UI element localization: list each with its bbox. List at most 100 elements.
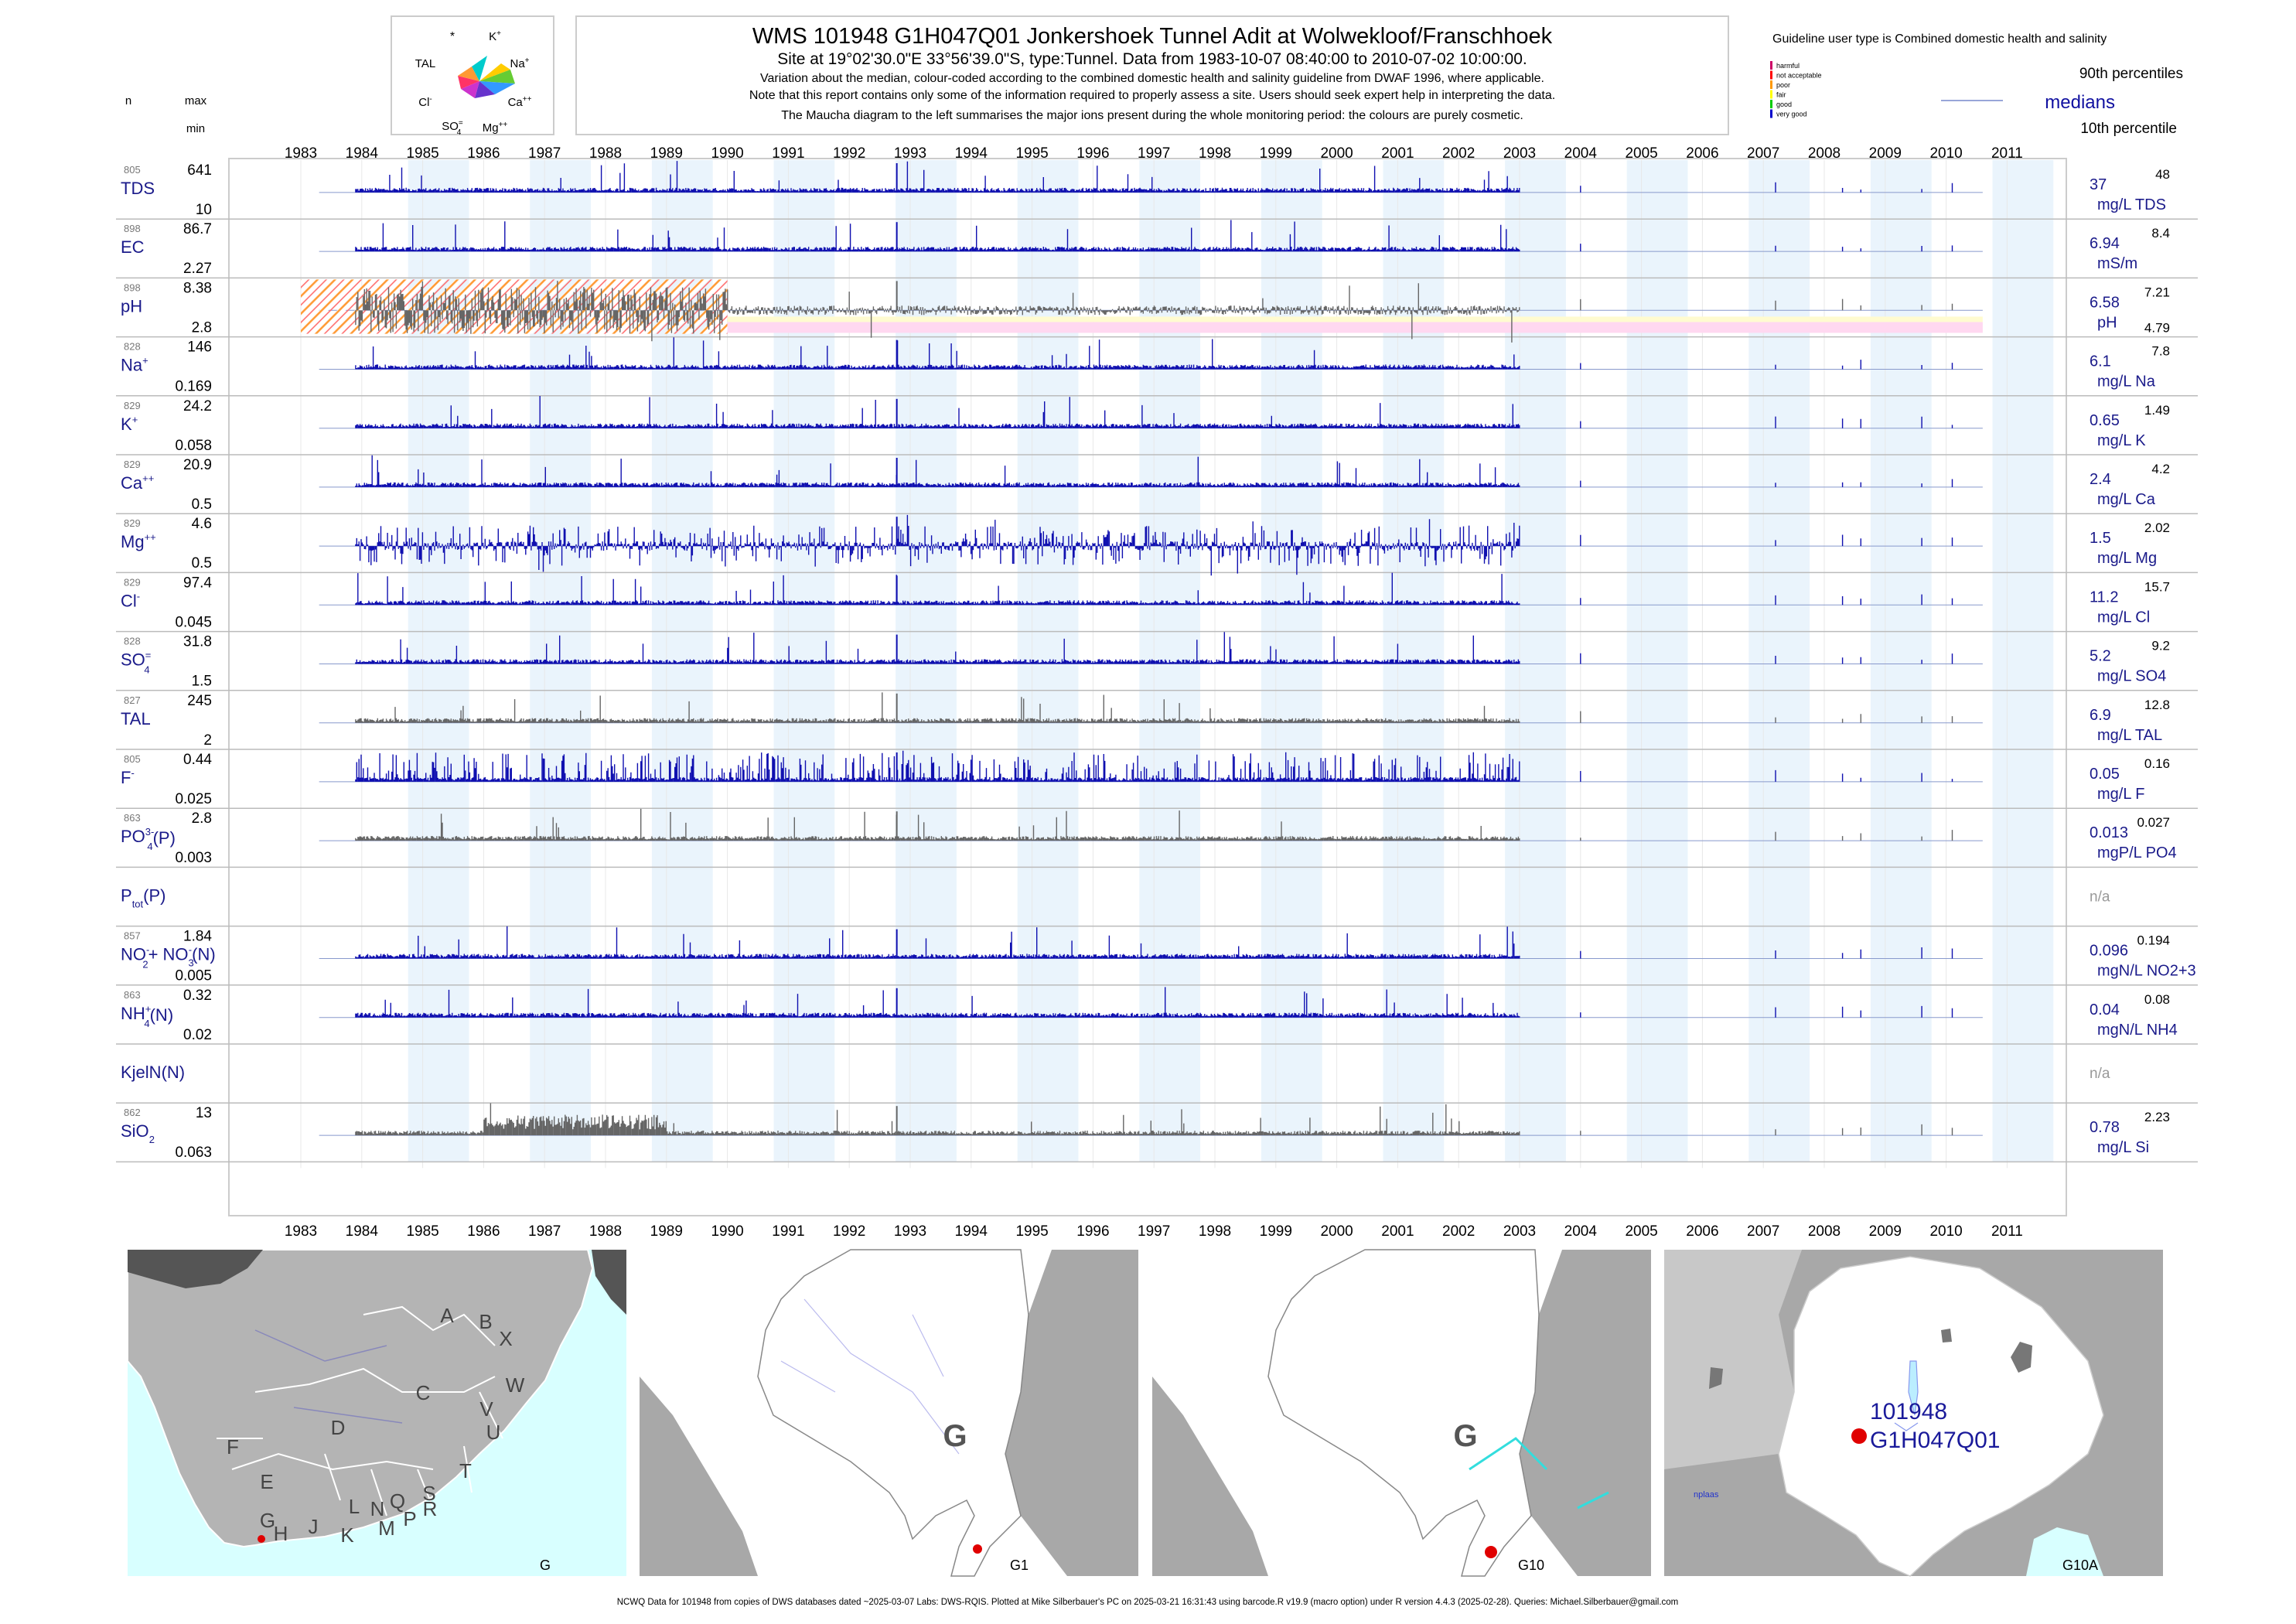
sample-bar-path [355, 455, 1953, 487]
year-tick-label: 1999 [1260, 145, 1292, 162]
year-tick-label: 2008 [1808, 145, 1841, 162]
param-min: 10 [196, 202, 212, 218]
param-p90: 4.2 [2151, 462, 2170, 476]
year-tick-label: 1997 [1138, 145, 1170, 162]
param-n: 828 [124, 341, 141, 353]
maucha-tal: TAL [415, 57, 435, 70]
param-min: 0.045 [175, 614, 212, 630]
param-name: NH+ 4(N) [121, 1003, 173, 1029]
year-tick-label: 2005 [1625, 1223, 1657, 1240]
param-p90: 9.2 [2151, 639, 2170, 653]
param-name: PO3-4(P) [121, 826, 176, 852]
year-tick-label: 1988 [589, 1223, 622, 1240]
maucha-cl: Cl- [418, 95, 432, 109]
maucha-note: The Maucha diagram to the left summarise… [781, 109, 1523, 122]
sample-bars-po4 [355, 808, 1953, 841]
sample-bar-path [355, 396, 1953, 428]
map-region-g10: G G10 [1152, 1249, 1651, 1577]
site-line: Site at 19°02'30.0"E 33°56'39.0"S, type:… [777, 50, 1527, 68]
param-p90: 0.16 [2144, 756, 2170, 771]
region-letter: C [416, 1381, 431, 1404]
year-tick-label: 2009 [1869, 1223, 1902, 1240]
param-min: 2.27 [183, 261, 212, 277]
sample-bar-path [355, 926, 1953, 959]
region-letter: A [440, 1304, 454, 1327]
param-max: 1.84 [183, 929, 212, 945]
param-n: 828 [124, 636, 141, 647]
year-tick-label: 2005 [1625, 145, 1657, 162]
sample-bar-path [355, 220, 1953, 252]
region-letter: F [227, 1435, 239, 1459]
legend-label: fair [1776, 91, 1786, 99]
param-name: Na+ [121, 355, 148, 375]
maucha-ca: Ca++ [508, 95, 532, 109]
sample-bars-no23 [355, 926, 1953, 959]
year-tick-label: 1997 [1138, 1223, 1170, 1240]
year-tick-label: 2006 [1686, 145, 1718, 162]
map3-region-label: G [1453, 1419, 1477, 1453]
map1-caption: G [540, 1557, 551, 1573]
year-tick-label: 1985 [406, 145, 438, 162]
param-max: 2.8 [192, 810, 212, 827]
region-letter: L [349, 1495, 360, 1518]
maucha-box [391, 15, 554, 135]
title-box [575, 15, 1729, 135]
year-tick-label: 1992 [833, 145, 865, 162]
param-max: 86.7 [183, 221, 212, 237]
param-max: 31.8 [183, 634, 212, 650]
param-min: 0.005 [175, 968, 212, 984]
param-unit: mg/L Cl [2097, 609, 2150, 626]
param-min: 0.025 [175, 791, 212, 807]
year-tick-label: 2000 [1320, 1223, 1353, 1240]
year-tick-label: 2006 [1686, 1223, 1718, 1240]
sample-bars-k [355, 396, 1953, 428]
legend-swatch [1770, 80, 1772, 89]
year-tick-label: 1993 [894, 1223, 926, 1240]
maucha-diagram: * K+ TAL Na+ Cl- Ca++ SO= 4 Mg++ [415, 29, 532, 137]
param-p90: 1.49 [2144, 403, 2170, 418]
param-row-ptot: Ptot(P) n/a [116, 885, 2198, 927]
param-median: 2.4 [2090, 471, 2111, 488]
year-tick-label: 2004 [1564, 145, 1598, 162]
param-name: F- [121, 767, 135, 787]
col-max-label: max [185, 94, 207, 107]
param-name: Mg++ [121, 531, 156, 551]
year-tick-label: 1993 [894, 145, 926, 162]
map-region-g: G G1 [640, 1249, 1138, 1577]
sample-bar-path [355, 808, 1953, 841]
param-max: 146 [187, 339, 212, 356]
legend-label: very good [1776, 111, 1807, 118]
param-min: 0.5 [192, 496, 212, 513]
param-unit: mg/L Si [2097, 1139, 2149, 1156]
param-max: 0.32 [183, 988, 212, 1004]
maucha-k: K+ [489, 29, 501, 43]
sample-bars-nh4 [355, 987, 1953, 1018]
map3-caption: G10 [1518, 1557, 1544, 1573]
year-axis-bottom: 1983 1984 1985 1986 1987 1988 1989 1990 1991 1992… [285, 1223, 2023, 1240]
param-row-k: 829 24.2 0.058 K+ 0.65 1.49 mg/L K [116, 396, 2198, 455]
param-median: 0.096 [2090, 943, 2128, 960]
variation-line: Variation about the median, colour-coded… [760, 72, 1544, 85]
map4-place-label: nplaas [1694, 1490, 1719, 1499]
sample-bar-path [355, 514, 1953, 576]
param-max: 641 [187, 162, 212, 179]
param-p90: 7.21 [2144, 285, 2170, 299]
param-unit: mg/L Na [2097, 374, 2156, 391]
year-tick-label: 1987 [528, 1223, 561, 1240]
param-p90: 2.02 [2144, 520, 2170, 535]
param-min: 0.003 [175, 850, 212, 866]
year-tick-label: 1992 [833, 1223, 865, 1240]
param-n: 863 [124, 812, 141, 824]
param-name: Cl- [121, 590, 140, 610]
sample-bar-path [355, 632, 1953, 664]
year-tick-label: 1994 [955, 1223, 988, 1240]
sample-bars-tds [355, 161, 1953, 193]
legend-swatch [1770, 109, 1772, 118]
sample-bar-path [355, 337, 1953, 370]
param-row-nh4: 863 0.32 0.02 NH+ 4(N) 0.04 0.08 mgN/L NH4 [116, 987, 2198, 1045]
year-tick-label: 2010 [1929, 145, 1962, 162]
map4-caption: G10A [2062, 1557, 2098, 1573]
